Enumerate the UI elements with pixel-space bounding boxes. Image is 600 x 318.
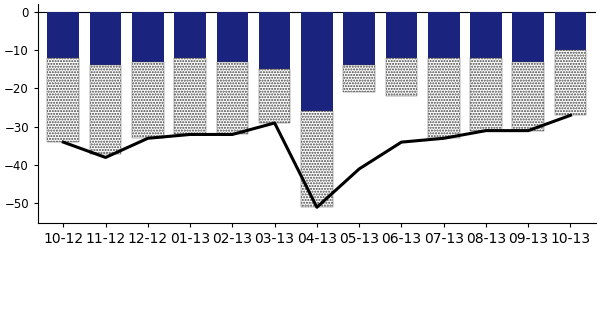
Bar bbox=[217, 62, 248, 135]
Bar bbox=[428, 12, 460, 58]
Bar bbox=[512, 62, 544, 131]
Bar bbox=[259, 69, 290, 123]
Bar bbox=[174, 12, 206, 58]
Bar bbox=[470, 12, 502, 58]
Bar bbox=[90, 12, 121, 66]
Bar bbox=[132, 12, 164, 62]
Bar bbox=[343, 12, 375, 66]
Bar bbox=[554, 50, 586, 115]
Bar bbox=[470, 58, 502, 131]
Bar bbox=[301, 12, 333, 112]
Bar bbox=[301, 112, 333, 207]
Bar bbox=[512, 12, 544, 62]
Bar bbox=[386, 12, 417, 58]
Bar bbox=[217, 12, 248, 62]
Bar bbox=[174, 58, 206, 135]
Bar bbox=[554, 12, 586, 50]
Bar bbox=[428, 58, 460, 138]
Bar bbox=[343, 66, 375, 92]
Bar bbox=[132, 62, 164, 138]
Bar bbox=[47, 58, 79, 142]
Bar bbox=[90, 66, 121, 154]
Bar bbox=[47, 12, 79, 58]
Bar bbox=[386, 58, 417, 96]
Bar bbox=[259, 12, 290, 69]
